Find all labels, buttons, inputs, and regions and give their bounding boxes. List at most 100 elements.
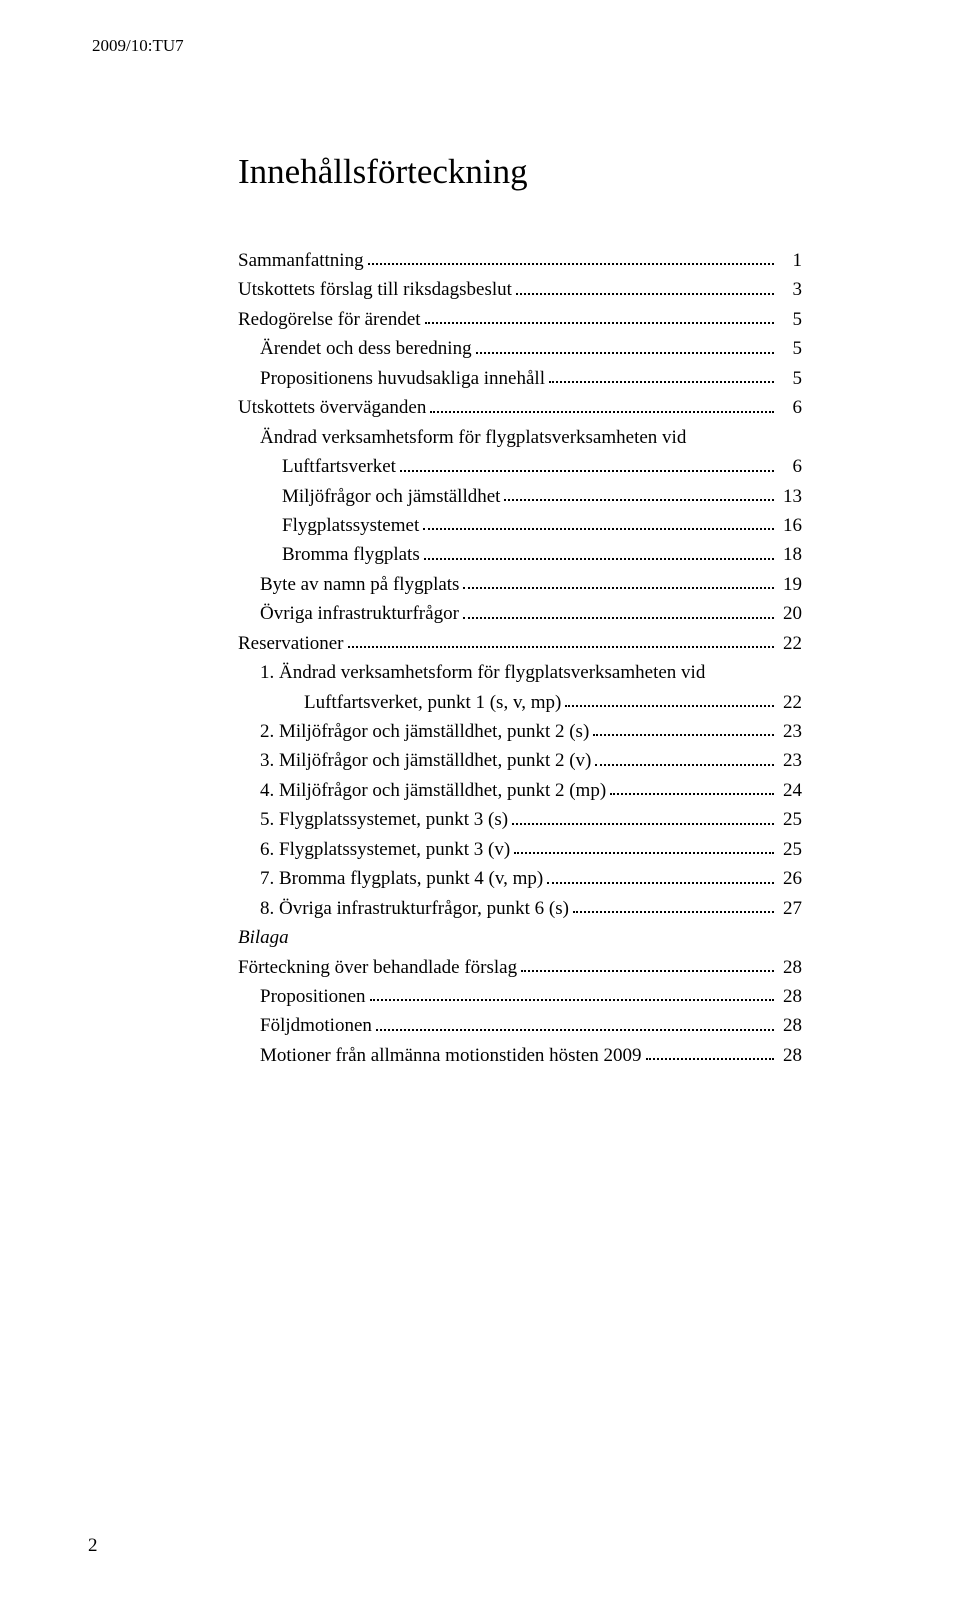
toc-label: Ändrad verksamhetsform för flygplatsverk… [260, 423, 802, 452]
toc-page-number: 13 [778, 482, 802, 511]
toc-page-number: 3 [778, 275, 802, 304]
toc-leader-dots [348, 645, 774, 648]
toc-page-number: 23 [778, 717, 802, 746]
toc-label: Byte av namn på flygplats [260, 570, 459, 599]
toc-entry: 7. Bromma flygplats, punkt 4 (v, mp) 26 [238, 864, 802, 893]
toc-entry: Utskottets förslag till riksdagsbeslut 3 [238, 275, 802, 304]
toc-leader-dots [565, 704, 774, 707]
toc-label: 8. Övriga infrastrukturfrågor, punkt 6 (… [260, 894, 569, 923]
toc-entry: Ändrad verksamhetsform för flygplatsverk… [238, 423, 802, 482]
toc-label: Bilaga [238, 923, 289, 952]
toc-label: Luftfartsverket [282, 452, 396, 481]
toc-entry: Redogörelse för ärendet 5 [238, 305, 802, 334]
toc-leader-dots [368, 262, 774, 265]
toc-page-number: 28 [778, 982, 802, 1011]
toc-leader-dots [425, 321, 774, 324]
toc-entry: Förteckning över behandlade förslag 28 [238, 953, 802, 982]
toc-page-number: 19 [778, 570, 802, 599]
toc-leader-dots [610, 792, 774, 795]
toc-label: 2. Miljöfrågor och jämställdhet, punkt 2… [260, 717, 589, 746]
toc-label: Reservationer [238, 629, 344, 658]
toc-label: Motioner från allmänna motionstiden höst… [260, 1041, 642, 1070]
page-container: 2009/10:TU7 Innehållsförteckning Sammanf… [0, 0, 960, 1603]
toc-leader-dots [463, 616, 774, 619]
toc-label: Utskottets förslag till riksdagsbeslut [238, 275, 512, 304]
toc-entry: Övriga infrastrukturfrågor 20 [238, 599, 802, 628]
toc-entry: Utskottets överväganden6 [238, 393, 802, 422]
toc-label: Följdmotionen [260, 1011, 372, 1040]
toc-entry-line: Luftfartsverket, punkt 1 (s, v, mp) 22 [260, 688, 802, 717]
toc-leader-dots [549, 380, 774, 383]
toc-label: 5. Flygplatssystemet, punkt 3 (s) [260, 805, 508, 834]
toc-label: Redogörelse för ärendet [238, 305, 421, 334]
toc-entry-line: Luftfartsverket 6 [260, 452, 802, 481]
toc-entry: Bromma flygplats 18 [238, 540, 802, 569]
toc-label: 3. Miljöfrågor och jämställdhet, punkt 2… [260, 746, 591, 775]
toc-label: Miljöfrågor och jämställdhet [282, 482, 500, 511]
toc-entry: 4. Miljöfrågor och jämställdhet, punkt 2… [238, 776, 802, 805]
toc-page-number: 5 [778, 334, 802, 363]
toc-leader-dots [516, 292, 774, 295]
toc-entry: Sammanfattning 1 [238, 246, 802, 275]
toc-label: Propositionen [260, 982, 366, 1011]
toc-entry: Bilaga [238, 923, 802, 952]
toc-page-number: 5 [778, 305, 802, 334]
toc-page-number: 5 [778, 364, 802, 393]
toc-page-number: 28 [778, 953, 802, 982]
content-area: Innehållsförteckning Sammanfattning1Utsk… [238, 152, 802, 1070]
table-of-contents: Sammanfattning1Utskottets förslag till r… [238, 246, 802, 1070]
toc-leader-dots [424, 557, 774, 560]
toc-leader-dots [646, 1057, 774, 1060]
toc-page-number: 1 [778, 246, 802, 275]
toc-label: 7. Bromma flygplats, punkt 4 (v, mp) [260, 864, 543, 893]
toc-entry: 3. Miljöfrågor och jämställdhet, punkt 2… [238, 746, 802, 775]
toc-label: Luftfartsverket, punkt 1 (s, v, mp) [304, 688, 561, 717]
toc-label: Övriga infrastrukturfrågor [260, 599, 459, 628]
toc-label: Förteckning över behandlade förslag [238, 953, 517, 982]
document-id: 2009/10:TU7 [92, 36, 872, 56]
toc-page-number: 28 [778, 1041, 802, 1070]
toc-page-number: 24 [778, 776, 802, 805]
toc-leader-dots [521, 969, 774, 972]
toc-entry: 6. Flygplatssystemet, punkt 3 (v)25 [238, 835, 802, 864]
toc-leader-dots [595, 763, 774, 766]
toc-page-number: 16 [778, 511, 802, 540]
toc-entry: 2. Miljöfrågor och jämställdhet, punkt 2… [238, 717, 802, 746]
page-number-footer: 2 [88, 1535, 98, 1557]
toc-entry: Byte av namn på flygplats 19 [238, 570, 802, 599]
toc-leader-dots [573, 910, 774, 913]
toc-leader-dots [463, 586, 774, 589]
toc-entry: Miljöfrågor och jämställdhet 13 [238, 482, 802, 511]
toc-entry: Ärendet och dess beredning 5 [238, 334, 802, 363]
toc-entry: 8. Övriga infrastrukturfrågor, punkt 6 (… [238, 894, 802, 923]
toc-entry: 5. Flygplatssystemet, punkt 3 (s)25 [238, 805, 802, 834]
toc-label: 6. Flygplatssystemet, punkt 3 (v) [260, 835, 510, 864]
toc-label: Flygplatssystemet [282, 511, 419, 540]
toc-leader-dots [547, 881, 774, 884]
toc-page-number: 18 [778, 540, 802, 569]
toc-leader-dots [423, 527, 774, 530]
toc-leader-dots [370, 998, 774, 1001]
toc-entry: Propositionen 28 [238, 982, 802, 1011]
toc-leader-dots [514, 851, 774, 854]
toc-entry: Motioner från allmänna motionstiden höst… [238, 1041, 802, 1070]
toc-entry: Propositionens huvudsakliga innehåll 5 [238, 364, 802, 393]
toc-page-number: 6 [778, 452, 802, 481]
page-title: Innehållsförteckning [238, 152, 802, 192]
toc-label: Propositionens huvudsakliga innehåll [260, 364, 545, 393]
toc-label: Bromma flygplats [282, 540, 420, 569]
toc-label: Sammanfattning [238, 246, 364, 275]
toc-page-number: 28 [778, 1011, 802, 1040]
toc-label: 4. Miljöfrågor och jämställdhet, punkt 2… [260, 776, 606, 805]
toc-entry: Följdmotionen 28 [238, 1011, 802, 1040]
toc-leader-dots [430, 410, 774, 413]
toc-page-number: 6 [778, 393, 802, 422]
toc-page-number: 22 [778, 688, 802, 717]
toc-page-number: 27 [778, 894, 802, 923]
toc-label: Ärendet och dess beredning [260, 334, 472, 363]
toc-page-number: 26 [778, 864, 802, 893]
toc-page-number: 20 [778, 599, 802, 628]
toc-entry: Reservationer22 [238, 629, 802, 658]
toc-leader-dots [593, 733, 774, 736]
toc-leader-dots [512, 822, 774, 825]
